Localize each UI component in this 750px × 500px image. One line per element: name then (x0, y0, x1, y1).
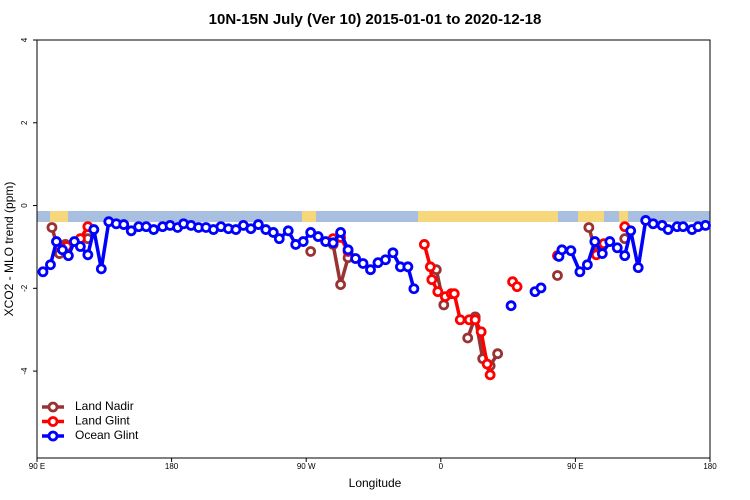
data-point (700, 220, 711, 231)
data-point (335, 227, 346, 238)
x-axis-label: Longitude (349, 476, 402, 490)
data-point (305, 246, 317, 257)
data-point (552, 270, 563, 281)
series-line (52, 227, 625, 365)
data-point (583, 222, 595, 233)
x-tick-label: 90 W (297, 462, 316, 471)
series-line (59, 227, 624, 375)
x-tick-label: 90 E (29, 462, 45, 471)
y-tick-label: -4 (20, 367, 29, 375)
data-point (589, 236, 601, 247)
data-point (125, 225, 137, 237)
data-point (469, 314, 481, 326)
y-tick-label: -2 (20, 284, 29, 292)
legend-marker (47, 401, 59, 413)
data-point (357, 258, 369, 269)
data-point (647, 218, 659, 230)
data-point (305, 227, 317, 238)
y-tick-label: 0 (20, 203, 29, 208)
data-point (492, 348, 504, 360)
plot-frame (36, 39, 711, 459)
data-point (46, 222, 58, 233)
data-point (556, 244, 568, 256)
data-point (282, 225, 294, 237)
data-point (57, 244, 68, 256)
data-point (148, 224, 160, 235)
data-point (462, 332, 474, 344)
data-point (252, 219, 264, 230)
data-point (297, 236, 309, 247)
data-point (438, 299, 450, 311)
data-point (581, 259, 593, 271)
data-point (273, 233, 285, 245)
data-point (245, 223, 257, 235)
data-point (511, 281, 523, 293)
data-point (565, 245, 577, 257)
data-point (475, 326, 487, 338)
data-point (662, 224, 674, 235)
map-strip (37, 211, 710, 222)
data-point (505, 300, 517, 312)
data-point (408, 283, 420, 295)
data-point (365, 264, 376, 276)
data-point (230, 224, 242, 235)
data-point (342, 244, 354, 256)
y-tick-label: 4 (20, 37, 29, 42)
data-point (619, 250, 631, 262)
legend-label: Land Glint (75, 414, 130, 428)
data-point (51, 236, 62, 247)
data-point (82, 249, 94, 261)
x-tick-label: 90 E (567, 462, 583, 471)
chart-title: 10N-15N July (Ver 10) 2015-01-01 to 2020… (209, 11, 542, 28)
data-point (335, 279, 346, 290)
data-point (574, 266, 586, 278)
y-tick-label: 2 (20, 120, 29, 125)
data-point (37, 266, 49, 278)
data-point (625, 225, 637, 237)
data-point (327, 237, 339, 249)
legend-marker (47, 416, 59, 427)
data-point (387, 247, 399, 259)
data-point (484, 369, 496, 381)
legend-label: Land Nadir (75, 399, 134, 413)
x-tick-label: 180 (703, 462, 717, 471)
data-point (118, 219, 130, 230)
data-point (380, 254, 391, 266)
data-point (312, 231, 324, 242)
data-point (402, 261, 414, 273)
y-axis-label: XCO2 - MLO trend (ppm) (2, 182, 16, 317)
data-point (454, 314, 466, 326)
data-point (45, 259, 56, 271)
data-point (350, 253, 361, 264)
data-point (426, 274, 438, 286)
data-point (632, 262, 644, 274)
data-point (677, 221, 689, 233)
data-point (424, 261, 436, 273)
data-point (448, 288, 460, 300)
data-point (596, 248, 608, 259)
data-point (535, 282, 547, 294)
data-point (95, 263, 107, 275)
legend-marker (47, 430, 59, 442)
legend-label: Ocean Glint (75, 428, 139, 442)
x-tick-label: 180 (165, 462, 179, 471)
data-point (267, 227, 279, 238)
data-point (481, 358, 493, 370)
data-point (63, 250, 74, 262)
data-point (74, 241, 86, 252)
data-point (418, 239, 430, 250)
x-tick-label: 0 (439, 462, 444, 471)
data-point (604, 236, 616, 247)
data-point (432, 286, 444, 298)
data-point (611, 242, 623, 254)
data-point (88, 224, 100, 235)
